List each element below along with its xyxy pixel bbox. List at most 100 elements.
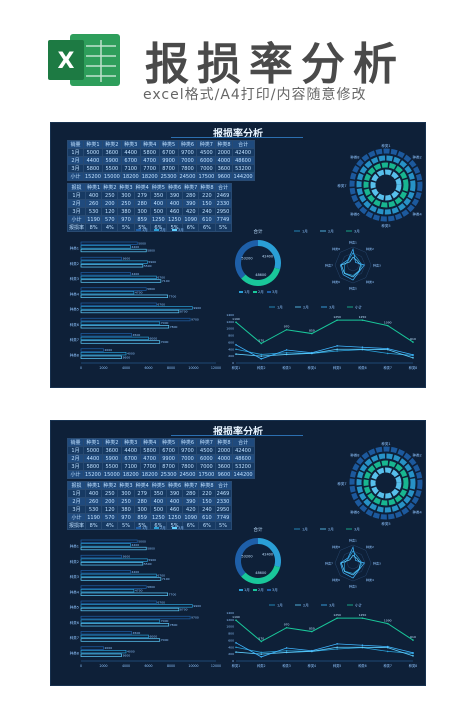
line-value-label: 970 bbox=[284, 325, 290, 329]
bar bbox=[80, 260, 148, 264]
line-point bbox=[336, 348, 338, 351]
bar-category-label: 种类8 bbox=[70, 650, 79, 655]
line-legend-label: 2月 bbox=[303, 603, 309, 608]
radar-axis-label: 种类1 bbox=[349, 240, 357, 245]
line-axis-tick: 200 bbox=[228, 652, 234, 656]
ring-2 bbox=[356, 453, 416, 513]
line-chart: 1月 2月 3月 小计 0 200 400 600 800 1000 1200 1400 种类1 种类2 种… bbox=[226, 603, 417, 669]
donut-slice bbox=[257, 240, 281, 270]
line-axis-tick: 200 bbox=[228, 354, 234, 358]
table-row: 3月 5800 5500 7100 7700 8700 7800 7000 3600 53200 bbox=[67, 164, 255, 173]
line-axis-tick: 1200 bbox=[226, 618, 234, 622]
ring-1 bbox=[349, 148, 423, 222]
line-point bbox=[412, 353, 414, 356]
bar-category-label: 种类8 bbox=[70, 352, 79, 357]
table-row: 2月 4400 5900 6700 4700 9900 7000 6000 4000 48600 bbox=[67, 454, 255, 463]
line-category-label: 种类8 bbox=[409, 663, 417, 668]
bar bbox=[80, 558, 148, 562]
radar-legend-label: 3月 bbox=[354, 229, 360, 234]
bar-value-label: 5800 bbox=[147, 287, 155, 291]
line-legend-label: 1月 bbox=[277, 603, 283, 608]
line-value-label: 610 bbox=[410, 337, 416, 341]
radar-series bbox=[339, 247, 365, 281]
bar-value-label: 6000 bbox=[150, 634, 158, 638]
donut-label: 合计 bbox=[254, 228, 263, 235]
bar bbox=[80, 653, 122, 657]
line-point bbox=[336, 345, 338, 347]
bar-category-label: 种类2 bbox=[70, 559, 79, 564]
donut-legend-label: 3月 bbox=[272, 289, 278, 294]
table-cell: 小计 bbox=[67, 172, 84, 181]
page-subtitle: excel格式/A4打印/内容随意修改 bbox=[143, 87, 367, 103]
bar-axis-tick: 10000 bbox=[188, 664, 198, 668]
bar bbox=[80, 589, 135, 593]
bar-value-label: 7000 bbox=[161, 619, 169, 623]
line-category-label: 种类7 bbox=[384, 365, 392, 370]
line-legend-label: 3月 bbox=[329, 603, 335, 608]
table-cell: 5% bbox=[214, 223, 232, 232]
table-cell: 144200 bbox=[231, 172, 255, 181]
donut-legend-label: 2月 bbox=[258, 289, 264, 294]
radar-axis-label: 种类8 bbox=[332, 544, 340, 549]
donut-slice bbox=[257, 538, 281, 568]
table-row: 2月 4400 5900 6700 4700 9900 7000 6000 4000 48600 bbox=[67, 156, 255, 165]
bar-value-label: 3600 bbox=[123, 653, 131, 657]
line-point bbox=[260, 358, 263, 360]
bar-value-label: 9900 bbox=[193, 306, 201, 310]
bar-value-label: 4500 bbox=[133, 631, 141, 635]
bar-legend-swatch bbox=[172, 527, 177, 529]
table-row: 小计 1190 570 970 859 1250 1250 1090 610 7749 bbox=[66, 215, 232, 224]
ring-label: 种类6 bbox=[350, 211, 359, 216]
line-value-label: 859 bbox=[309, 329, 315, 333]
line-axis-tick: 600 bbox=[228, 340, 234, 344]
bar bbox=[80, 619, 161, 623]
table-cell: 5% bbox=[214, 521, 232, 530]
bar-value-label: 8700 bbox=[180, 310, 188, 314]
donut-slice bbox=[235, 538, 259, 577]
bar-value-label: 6700 bbox=[157, 275, 165, 279]
line-value-label: 570 bbox=[258, 338, 264, 342]
donut-chart: 合计 42400 48600 53200 1月 2月 3月 bbox=[235, 228, 281, 294]
bar-value-label: 5000 bbox=[138, 539, 146, 543]
bar-legend-label: 1月 bbox=[142, 227, 148, 232]
donut-value: 53200 bbox=[241, 555, 252, 559]
bar-category-label: 种类1 bbox=[70, 246, 79, 251]
line-axis-tick: 1000 bbox=[226, 625, 234, 629]
line-series bbox=[235, 319, 414, 345]
line-chart: 1月 2月 3月 小计 0 200 400 600 800 1000 1200 1400 种类1 种类2 种… bbox=[226, 305, 417, 371]
bar-category-label: 种类7 bbox=[70, 337, 79, 342]
line-point bbox=[260, 653, 263, 655]
line-legend-label: 小计 bbox=[355, 305, 363, 310]
bar-axis-tick: 12000 bbox=[211, 366, 221, 370]
line-point bbox=[235, 646, 237, 649]
line-series bbox=[235, 348, 414, 356]
ring-4 bbox=[370, 467, 402, 499]
line-point bbox=[336, 350, 338, 352]
line-point bbox=[235, 353, 237, 355]
line-value-label: 1090 bbox=[384, 321, 392, 325]
line-point bbox=[336, 646, 338, 649]
bar bbox=[80, 317, 191, 322]
radar-legend-label: 3月 bbox=[354, 527, 360, 532]
dashboard-preview-2[interactable]: 报损率分析 销量 种类1 种类2 种类3 种类4 种类5 种类6 种类7 种类8 合计 1月 5000… bbox=[50, 420, 426, 686]
bar bbox=[80, 264, 144, 268]
ring-label: 种类8 bbox=[350, 453, 359, 458]
radar-axis-label: 种类5 bbox=[349, 584, 357, 589]
donut-legend-label: 2月 bbox=[258, 587, 264, 592]
radar-legend-label: 1月 bbox=[302, 527, 308, 532]
line-category-label: 种类4 bbox=[308, 365, 316, 370]
dashboard-preview-1[interactable]: 报损率分析 销量 种类1 种类2 种类3 种类4 种类5 种类6 种类7 种类8 合计 1月 5000… bbox=[50, 122, 426, 388]
bar-legend-label: 2月 bbox=[160, 227, 166, 232]
bar-value-label: 6700 bbox=[157, 302, 165, 306]
table-cell: 6% bbox=[198, 223, 216, 232]
radar-axis-label: 种类6 bbox=[332, 279, 340, 284]
radar-series bbox=[344, 252, 363, 276]
table-row: 2月 260 200 250 280 400 400 390 150 2330 bbox=[66, 497, 232, 506]
loss-table: 报损 种类1 种类2 种类3 种类4 种类5 种类6 种类7 种类8 合计 1月 400 250 300 2… bbox=[66, 183, 232, 232]
line-value-label: 610 bbox=[410, 635, 416, 639]
line-point bbox=[386, 622, 389, 625]
line-point bbox=[361, 617, 364, 619]
line-point bbox=[311, 630, 313, 633]
radar-axis-label: 种类1 bbox=[349, 538, 357, 543]
